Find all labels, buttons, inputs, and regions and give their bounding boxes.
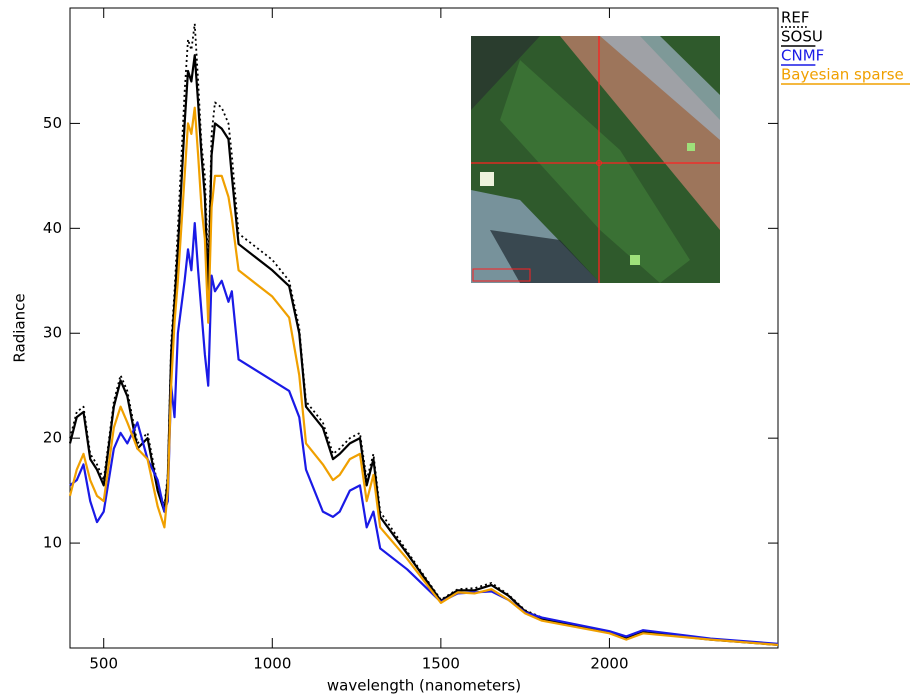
plot-frame [69, 7, 779, 649]
y-tick-label: 30 [43, 324, 62, 342]
y-tick-label: 50 [43, 114, 62, 132]
series-line [69, 22, 779, 646]
image-patch [600, 36, 720, 140]
x-tick-label: 500 [89, 655, 118, 673]
scale-box [472, 268, 531, 282]
image-patch [687, 143, 695, 151]
crosshair [596, 160, 602, 166]
image-patch [630, 255, 640, 265]
legend-label: Bayesian sparse [781, 66, 904, 84]
legend-label: REF [781, 9, 810, 27]
legend-label: CNMF [781, 47, 824, 65]
y-axis-label: Radiance [11, 293, 29, 362]
y-tick-label: 10 [43, 534, 62, 552]
image-patch [500, 60, 690, 283]
y-tick-label: 20 [43, 429, 62, 447]
series-line [68, 106, 779, 646]
image-patch [490, 230, 600, 283]
image-patch [480, 172, 494, 186]
x-tick-label: 1000 [253, 655, 291, 673]
image-patch [471, 36, 540, 110]
legend-label: SOSU [781, 28, 823, 46]
x-tick-label: 1500 [422, 655, 460, 673]
inset-image [471, 36, 720, 283]
y-tick-label: 40 [43, 219, 62, 237]
series-line [68, 54, 779, 646]
x-axis-label: wavelength (nanometers) [327, 677, 521, 695]
x-tick-label: 2000 [590, 655, 628, 673]
